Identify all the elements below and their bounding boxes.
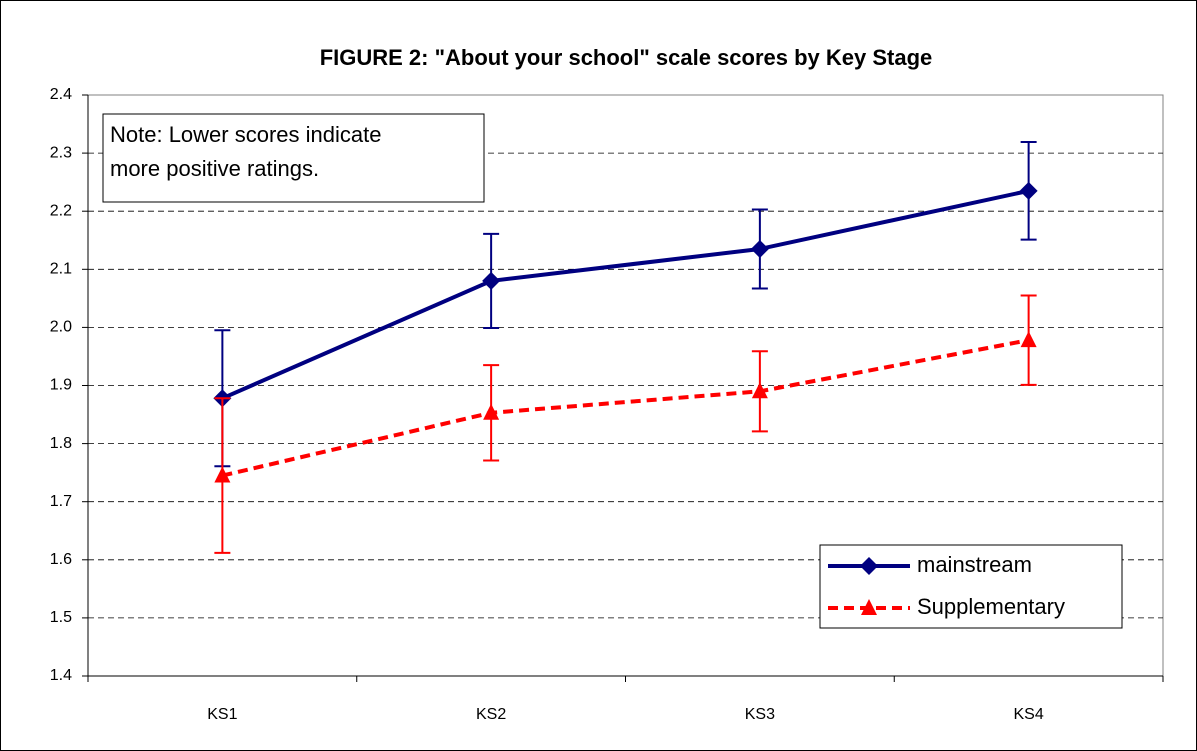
note-text: more positive ratings. — [110, 156, 319, 181]
y-tick-label: 1.7 — [50, 493, 72, 510]
data-point — [750, 239, 769, 258]
y-tick-label: 2.2 — [50, 202, 72, 219]
y-tick-label: 2.0 — [50, 319, 72, 336]
note-box — [102, 113, 485, 203]
x-tick-label: KS4 — [1014, 706, 1044, 723]
note-text: Note: Lower scores indicate — [110, 122, 381, 147]
chart-title: FIGURE 2: "About your school" scale scor… — [320, 45, 933, 70]
y-tick-label: 1.4 — [50, 667, 72, 684]
legend-label: Supplementary — [917, 594, 1065, 619]
y-tick-label: 1.5 — [50, 609, 72, 626]
data-point — [1019, 181, 1038, 200]
data-point — [483, 403, 500, 420]
series-line — [221, 188, 1030, 401]
y-tick-label: 1.8 — [50, 435, 72, 452]
y-tick-label: 2.1 — [50, 261, 72, 278]
data-point — [482, 271, 501, 290]
data-point — [751, 382, 768, 399]
y-tick-label: 2.4 — [50, 86, 72, 103]
y-tick-label: 1.6 — [50, 551, 72, 568]
data-point — [214, 466, 231, 483]
y-tick-label: 1.9 — [50, 377, 72, 394]
legend-marker — [861, 599, 877, 615]
x-tick-label: KS2 — [476, 706, 506, 723]
x-tick-label: KS3 — [745, 706, 775, 723]
legend-marker — [860, 557, 878, 575]
series-line — [221, 338, 1030, 478]
data-point — [1020, 331, 1037, 348]
y-tick-label: 2.3 — [50, 144, 72, 161]
legend-label: mainstream — [917, 552, 1032, 577]
x-tick-label: KS1 — [207, 706, 237, 723]
